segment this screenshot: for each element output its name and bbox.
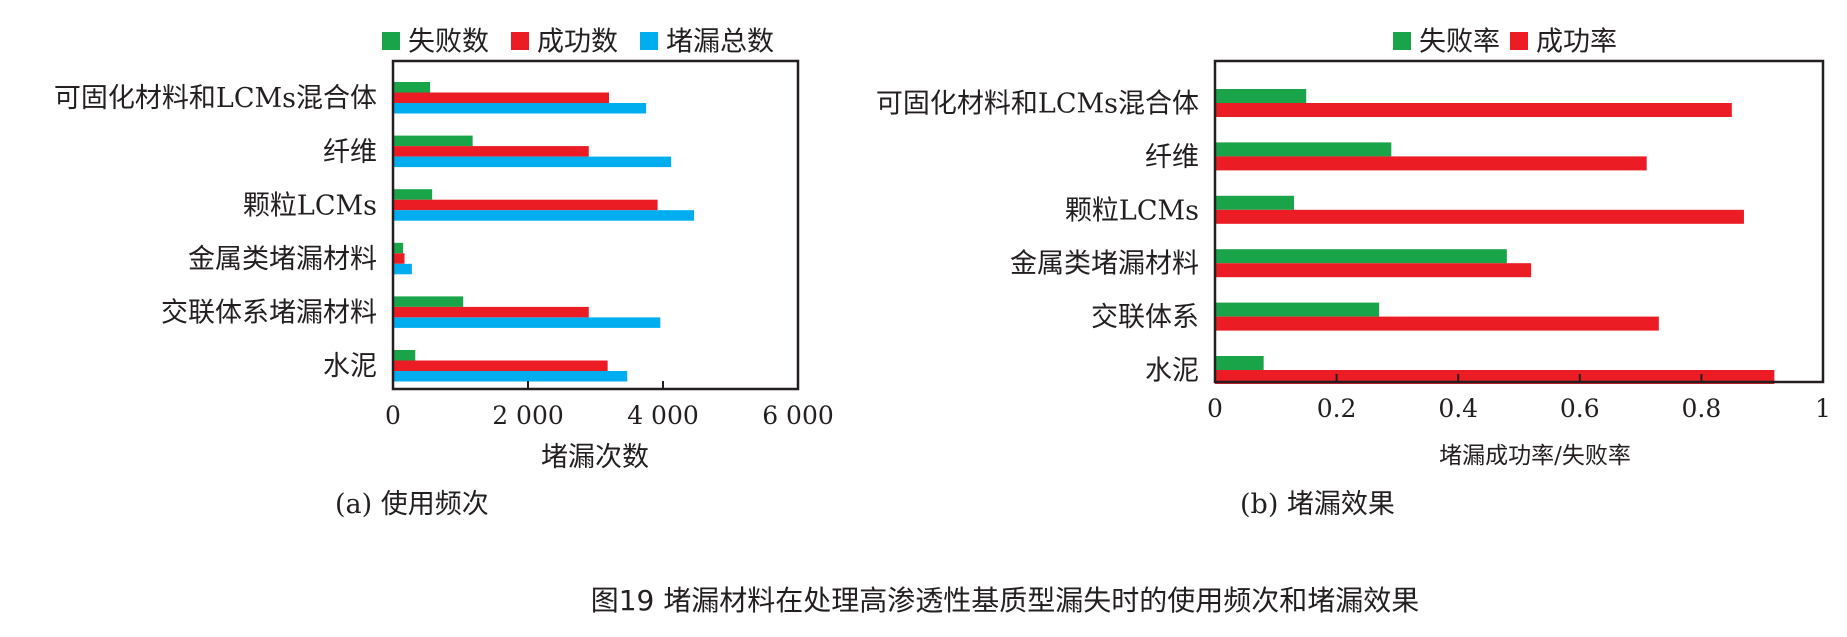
legend-swatch-fail	[1393, 32, 1411, 50]
subfigure-caption: (b) 堵漏效果	[1240, 489, 1395, 520]
x-tick-label: 4 000	[627, 401, 699, 430]
legend-label-total: 堵漏总数	[666, 27, 774, 58]
x-tick-label: 0.2	[1317, 394, 1357, 423]
bar-success	[1215, 156, 1647, 171]
category-label: 颗粒LCMs	[1065, 195, 1199, 226]
legend-label-fail: 失败数	[408, 27, 489, 58]
legend-label-fail: 失败率	[1419, 27, 1500, 58]
x-tick-label: 0	[1207, 394, 1223, 423]
plot-frame	[1213, 59, 1825, 384]
bar-success	[393, 199, 658, 211]
category-label: 纤维	[323, 137, 377, 168]
category-label: 可固化材料和LCMs混合体	[54, 83, 377, 114]
bar-fail	[1215, 356, 1264, 370]
legend-swatch-success	[1510, 32, 1528, 50]
category-label: 交联体系	[1091, 302, 1199, 333]
bar-fail	[393, 189, 433, 200]
bar-success	[393, 92, 609, 103]
bar-fail	[393, 242, 404, 254]
bar-fail	[1215, 195, 1295, 210]
figure-caption: 图19 堵漏材料在处理高渗透性基质型漏失时的使用频次和堵漏效果	[591, 584, 1420, 617]
bar-total	[393, 103, 647, 114]
bar-fail	[1215, 302, 1380, 317]
legend-label-success: 成功数	[537, 27, 618, 58]
bar-fail	[1215, 249, 1507, 264]
bar-success	[1215, 209, 1744, 224]
category-label: 可固化材料和LCMs混合体	[876, 88, 1199, 119]
x-tick-label: 0.6	[1560, 394, 1600, 423]
category-label: 金属类堵漏材料	[1010, 249, 1199, 280]
bar-total	[393, 317, 661, 328]
category-label: 水泥	[1145, 355, 1199, 386]
bar-success	[393, 306, 589, 318]
x-axis-label: 堵漏次数	[541, 442, 649, 473]
x-tick-label: 0.4	[1438, 394, 1478, 423]
subfigure-caption: (a) 使用频次	[335, 489, 489, 520]
bar-total	[393, 371, 628, 382]
bar-success	[1215, 103, 1732, 117]
bar-fail	[393, 350, 416, 361]
x-tick-label: 0	[385, 401, 401, 430]
bar-fail	[393, 296, 464, 307]
plot-frame	[391, 59, 800, 391]
legend-swatch-fail	[382, 32, 400, 50]
bar-success	[1215, 370, 1775, 384]
bar-fail	[393, 82, 431, 93]
category-label: 交联体系堵漏材料	[161, 298, 377, 329]
bar-total	[393, 263, 412, 275]
bar-total	[393, 156, 672, 168]
x-tick-label: 0.8	[1682, 394, 1722, 423]
legend-swatch-success	[511, 32, 529, 50]
bar-success	[393, 146, 589, 157]
bar-fail	[393, 135, 473, 147]
x-tick-label: 2 000	[492, 401, 564, 430]
bar-total	[393, 210, 695, 221]
bar-success	[393, 360, 608, 371]
bar-success	[1215, 263, 1532, 278]
bar-fail	[1215, 89, 1307, 103]
legend-swatch-total	[640, 32, 658, 50]
category-label: 纤维	[1145, 142, 1199, 173]
category-label: 金属类堵漏材料	[188, 244, 377, 275]
x-tick-label: 6 000	[762, 401, 834, 430]
category-label: 水泥	[323, 351, 377, 382]
legend-label-success: 成功率	[1536, 27, 1617, 58]
x-tick-label: 1	[1815, 394, 1831, 423]
x-axis-label: 堵漏成功率/失败率	[1439, 443, 1631, 469]
category-label: 颗粒LCMs	[243, 190, 377, 221]
bar-success	[1215, 316, 1659, 331]
bar-fail	[1215, 142, 1392, 157]
bar-success	[393, 253, 405, 264]
